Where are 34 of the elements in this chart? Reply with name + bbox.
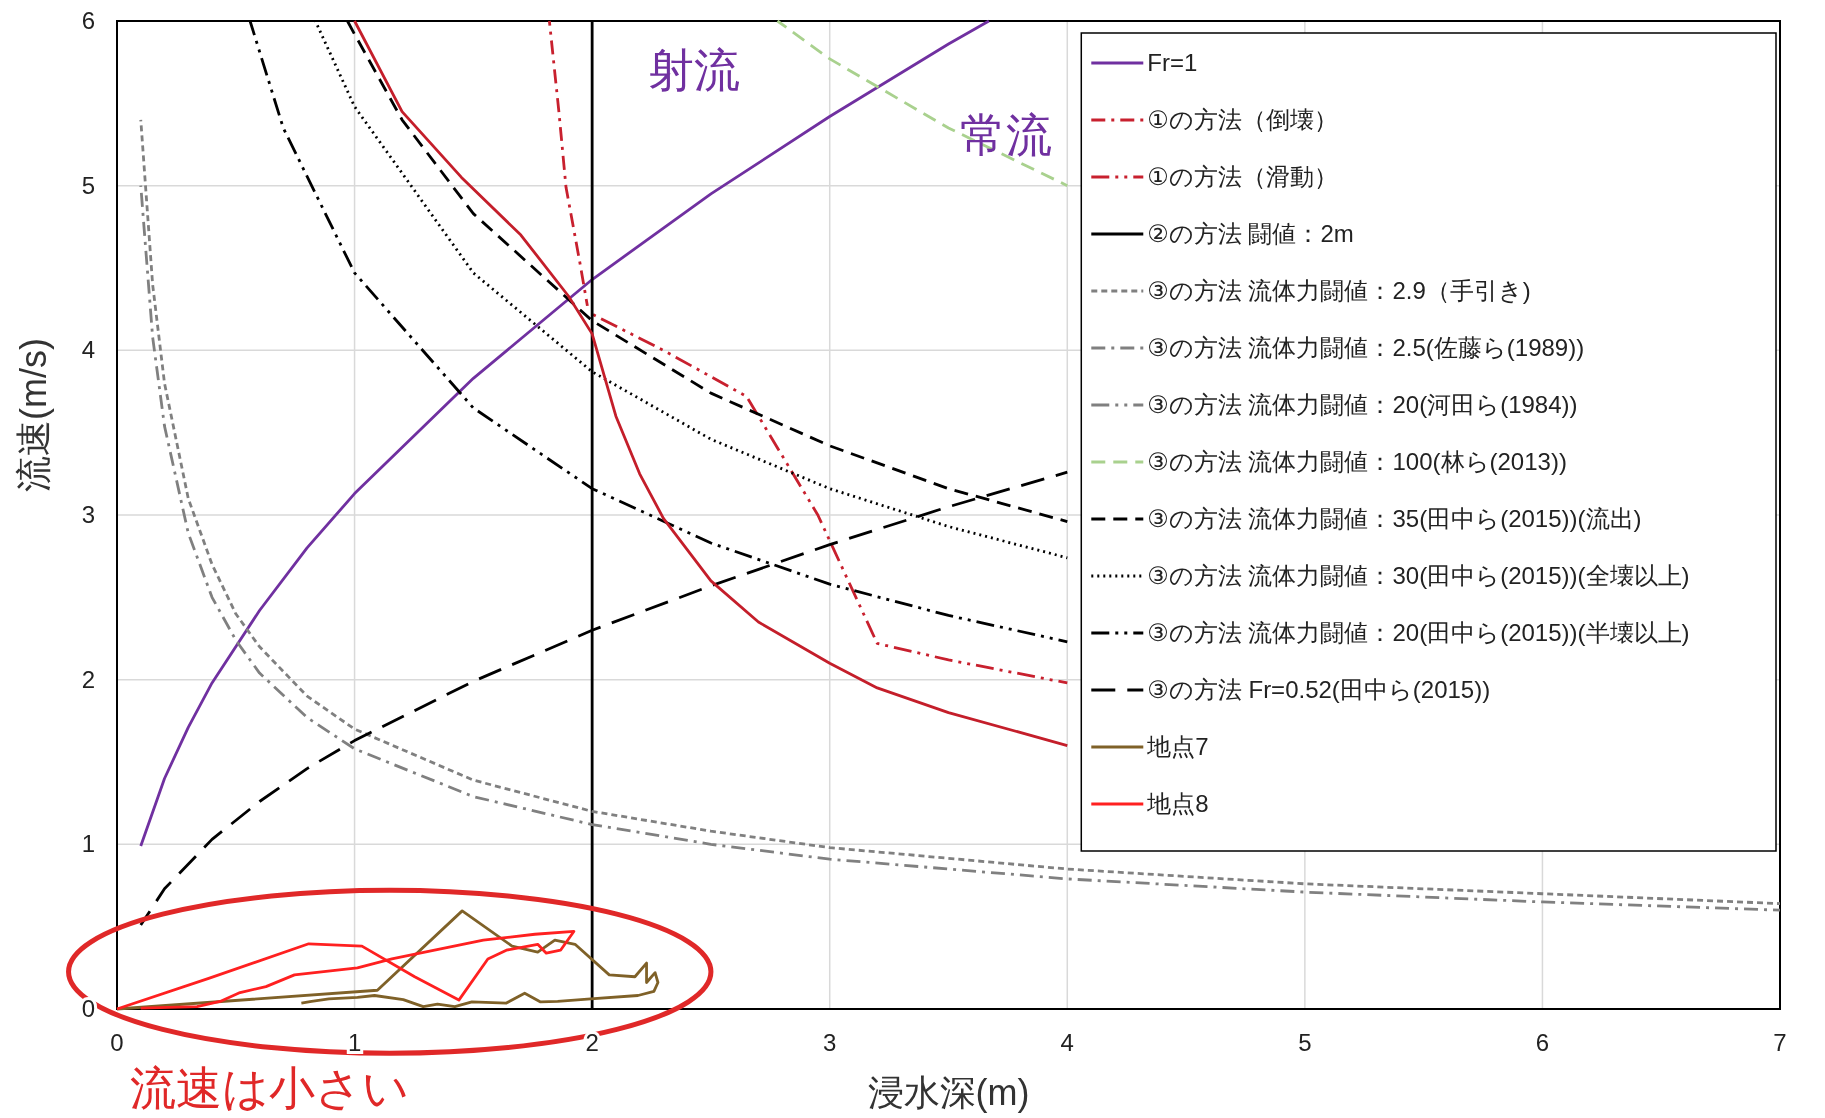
y-tick-label: 4 bbox=[81, 336, 95, 364]
legend-label: ①の方法（倒壊） bbox=[1147, 106, 1338, 133]
legend-label: 地点7 bbox=[1146, 733, 1209, 760]
legend-label: Fr=1 bbox=[1147, 49, 1198, 76]
y-axis-title: 流速(m/s) bbox=[13, 338, 54, 492]
annotation: 常流 bbox=[959, 108, 1052, 161]
legend-label: ③の方法 流体力闘値：30(田中ら(2015))(全壊以上) bbox=[1147, 562, 1690, 589]
x-tick-label: 1 bbox=[347, 1029, 362, 1056]
x-tick-label: 3 bbox=[823, 1029, 837, 1056]
legend-label: ③の方法 流体力闘値：2.9（手引き) bbox=[1147, 277, 1531, 304]
y-tick-label: 2 bbox=[81, 665, 95, 693]
x-axis-title: 浸水深(m) bbox=[867, 1072, 1030, 1113]
y-tick-label: 6 bbox=[81, 7, 95, 34]
legend-label: ③の方法 流体力闘値：35(田中ら(2015))(流出) bbox=[1147, 505, 1642, 532]
legend-label: ③の方法 流体力闘値：20(田中ら(2015))(半壊以上) bbox=[1147, 619, 1690, 646]
legend-label: ③の方法 Fr=0.52(田中ら(2015)) bbox=[1147, 676, 1491, 703]
legend-label: ③の方法 流体力闘値：100(林ら(2013)) bbox=[1147, 448, 1567, 475]
x-tick-label: 0 bbox=[110, 1029, 124, 1056]
y-tick-label: 0 bbox=[81, 995, 95, 1022]
legend-label: ①の方法（滑動） bbox=[1147, 163, 1338, 190]
legend-label: ③の方法 流体力闘値：2.5(佐藤ら(1989)) bbox=[1147, 334, 1585, 361]
x-tick-label: 6 bbox=[1535, 1029, 1550, 1056]
x-tick-label: 7 bbox=[1773, 1029, 1787, 1056]
y-tick-label: 1 bbox=[81, 830, 95, 858]
y-tick-label: 3 bbox=[81, 501, 95, 528]
legend-label: ③の方法 流体力闘値：20(河田ら(1984)) bbox=[1147, 391, 1578, 418]
annotation: 射流 bbox=[648, 44, 741, 97]
text: 流速は小さい bbox=[130, 1062, 409, 1114]
x-tick-label: 2 bbox=[585, 1029, 599, 1056]
x-tick-label: 4 bbox=[1060, 1029, 1074, 1056]
legend-label: ②の方法 闘値：2m bbox=[1147, 220, 1354, 247]
legend-label: 地点8 bbox=[1146, 790, 1209, 817]
x-tick-label: 5 bbox=[1298, 1029, 1312, 1056]
y-tick-label: 5 bbox=[81, 171, 95, 199]
